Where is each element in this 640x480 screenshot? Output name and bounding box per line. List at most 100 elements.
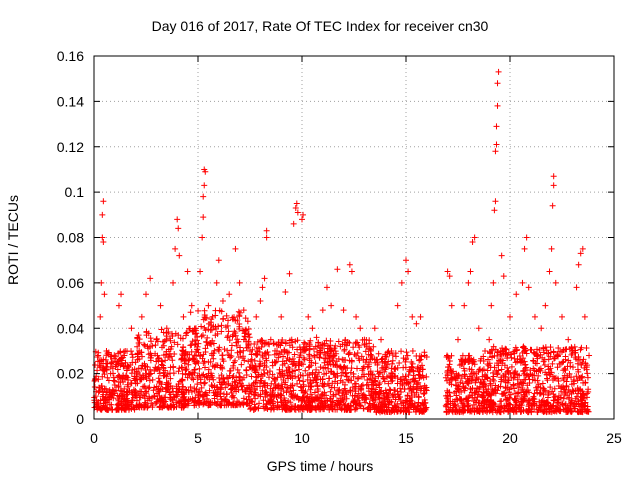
- data-point: [484, 367, 491, 374]
- data-point: [488, 302, 495, 309]
- data-point: [420, 401, 427, 408]
- data-point: [343, 373, 350, 380]
- data-point: [315, 369, 322, 376]
- data-point: [327, 348, 334, 355]
- data-point: [580, 390, 587, 397]
- data-point: [146, 384, 153, 391]
- data-point: [510, 408, 517, 415]
- data-point: [233, 342, 240, 349]
- data-point: [248, 356, 255, 363]
- data-point: [306, 351, 313, 358]
- data-point: [523, 234, 530, 241]
- data-point: [553, 402, 560, 409]
- data-point: [515, 404, 522, 411]
- data-point: [578, 403, 585, 410]
- data-point: [342, 401, 349, 408]
- data-point: [523, 364, 530, 371]
- data-point: [115, 383, 122, 390]
- data-point: [170, 364, 177, 371]
- data-point: [537, 390, 544, 397]
- data-point: [234, 366, 241, 373]
- data-point: [579, 359, 586, 366]
- data-point: [164, 354, 171, 361]
- data-point: [243, 372, 250, 379]
- data-point: [370, 343, 377, 350]
- data-point: [403, 376, 410, 383]
- data-point: [383, 364, 390, 371]
- data-point: [241, 357, 248, 364]
- data-point: [100, 239, 107, 246]
- data-point: [360, 405, 367, 412]
- data-point: [159, 358, 166, 365]
- data-point: [96, 387, 103, 394]
- data-point: [489, 403, 496, 410]
- data-point: [305, 364, 312, 371]
- data-point: [169, 357, 176, 364]
- data-point: [225, 317, 232, 324]
- data-point: [396, 394, 403, 401]
- data-point: [510, 381, 517, 388]
- data-point: [584, 374, 591, 381]
- data-point: [491, 390, 498, 397]
- data-point: [129, 367, 136, 374]
- data-point: [584, 370, 591, 377]
- data-point: [360, 391, 367, 398]
- data-point: [394, 390, 401, 397]
- data-point: [335, 338, 342, 345]
- data-point: [498, 252, 505, 259]
- data-point: [544, 377, 551, 384]
- data-point: [404, 392, 411, 399]
- data-point: [283, 357, 290, 364]
- data-point: [141, 384, 148, 391]
- data-point: [187, 309, 194, 316]
- data-point: [201, 314, 208, 321]
- data-point: [270, 404, 277, 411]
- data-point: [543, 399, 550, 406]
- data-point: [381, 360, 388, 367]
- data-point: [491, 207, 498, 214]
- data-point: [135, 332, 142, 339]
- data-point: [187, 383, 194, 390]
- data-point: [297, 349, 304, 356]
- data-point: [328, 368, 335, 375]
- data-point: [216, 379, 223, 386]
- data-point: [199, 332, 206, 339]
- data-point: [117, 379, 124, 386]
- data-point: [210, 376, 217, 383]
- data-point: [548, 245, 555, 252]
- data-point: [523, 372, 530, 379]
- data-point: [322, 355, 329, 362]
- data-point: [166, 389, 173, 396]
- data-point: [199, 355, 206, 362]
- data-point: [209, 374, 216, 381]
- data-point: [558, 348, 565, 355]
- data-point: [321, 402, 328, 409]
- data-point: [319, 382, 326, 389]
- data-point: [154, 395, 161, 402]
- data-point: [124, 362, 131, 369]
- data-point: [282, 339, 289, 346]
- data-point: [361, 341, 368, 348]
- data-point: [187, 370, 194, 377]
- data-point: [511, 370, 518, 377]
- data-point: [458, 388, 465, 395]
- data-point: [468, 366, 475, 373]
- data-point: [375, 350, 382, 357]
- data-point: [97, 364, 104, 371]
- data-point: [300, 372, 307, 379]
- data-point: [174, 341, 181, 348]
- data-point: [314, 383, 321, 390]
- data-point: [488, 397, 495, 404]
- data-point: [185, 357, 192, 364]
- data-point: [164, 380, 171, 387]
- data-point: [256, 363, 263, 370]
- data-point: [495, 362, 502, 369]
- data-point: [134, 403, 141, 410]
- data-point: [312, 360, 319, 367]
- data-point: [270, 340, 277, 347]
- data-point: [228, 353, 235, 360]
- data-point: [203, 373, 210, 380]
- data-point: [140, 374, 147, 381]
- data-point: [507, 313, 513, 320]
- data-point: [530, 358, 537, 365]
